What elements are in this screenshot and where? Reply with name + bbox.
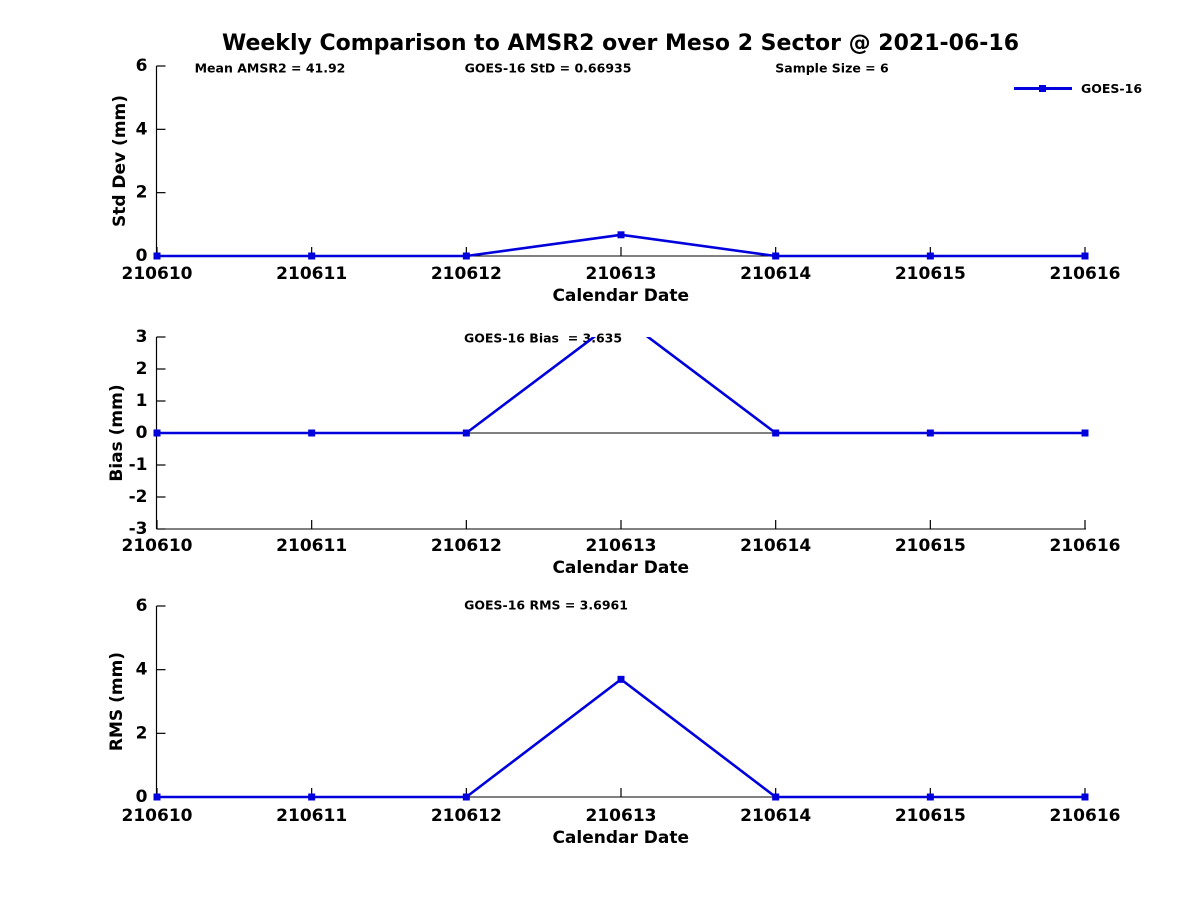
data-point-marker <box>772 793 780 801</box>
data-point-marker <box>462 429 470 437</box>
data-point-marker <box>1081 252 1089 260</box>
x-axis-label: Calendar Date <box>552 286 689 306</box>
data-point-marker <box>462 252 470 260</box>
annotation-text: GOES-16 StD = 0.66935 <box>465 61 632 76</box>
x-axis-label: Calendar Date <box>552 558 689 578</box>
y-axis-label: Bias (mm) <box>107 384 127 481</box>
y-tick-label: 6 <box>136 56 148 76</box>
y-tick-label: 4 <box>136 660 148 680</box>
subplot-3: 210610 210611 210612 210613 210614 210615 2106… <box>107 596 1120 848</box>
x-tick-label: 210613 <box>586 806 657 826</box>
y-tick-label: -3 <box>129 519 148 539</box>
y-tick-label: 2 <box>136 359 148 379</box>
x-tick-label: 210610 <box>122 536 193 556</box>
data-point-marker <box>1081 429 1089 437</box>
data-point-marker <box>153 252 161 260</box>
data-point-marker <box>308 252 316 260</box>
x-tick-label: 210613 <box>586 536 657 556</box>
data-line <box>157 677 1085 799</box>
y-tick-label: 0 <box>136 787 148 807</box>
x-tick-label: 210615 <box>895 536 966 556</box>
y-tick-label: 1 <box>136 391 148 411</box>
annotation-text: GOES-16 RMS = 3.6961 <box>464 598 628 613</box>
x-tick-label: 210611 <box>276 536 347 556</box>
x-tick-label: 210616 <box>1050 806 1121 826</box>
data-point-marker <box>772 252 780 260</box>
subplot-1: 210610 210611 210612 210613 210614 210615 2106… <box>110 56 1120 306</box>
legend: GOES-16 <box>1014 81 1142 96</box>
y-axis-label: Std Dev (mm) <box>110 95 130 227</box>
data-point-marker <box>1081 793 1089 801</box>
x-axis-label: Calendar Date <box>552 828 689 848</box>
legend-series-label: GOES-16 <box>1081 81 1143 96</box>
x-tick-label: 210612 <box>431 536 502 556</box>
x-tick-label: 210612 <box>431 806 502 826</box>
y-tick-label: 0 <box>136 246 148 266</box>
data-point-marker <box>153 429 161 437</box>
data-point-marker <box>772 429 780 437</box>
y-tick-label: 6 <box>136 596 148 616</box>
x-tick-label: 210612 <box>431 264 502 284</box>
data-point-marker <box>617 675 625 683</box>
data-point-marker <box>926 793 934 801</box>
figure-title: Weekly Comparison to AMSR2 over Meso 2 S… <box>221 31 1020 56</box>
y-tick-label: 3 <box>136 327 148 347</box>
x-tick-label: 210615 <box>895 264 966 284</box>
y-axis-label: RMS (mm) <box>107 652 127 751</box>
data-point-marker <box>153 793 161 801</box>
data-point-marker <box>308 793 316 801</box>
annotation-text: Sample Size = 6 <box>775 61 889 76</box>
y-tick-label: 0 <box>136 423 148 443</box>
annotation-text: GOES-16 Bias = 3.635 <box>464 331 622 346</box>
x-tick-label: 210613 <box>586 264 657 284</box>
x-tick-label: 210616 <box>1050 264 1121 284</box>
y-tick-label: -1 <box>129 455 148 475</box>
data-point-marker <box>926 429 934 437</box>
x-tick-label: 210611 <box>276 264 347 284</box>
y-tick-label: 2 <box>136 183 148 203</box>
y-tick-label: 2 <box>136 723 148 743</box>
data-point-marker <box>462 793 470 801</box>
x-tick-label: 210610 <box>122 264 193 284</box>
x-tick-label: 210614 <box>740 806 811 826</box>
x-tick-label: 210614 <box>740 536 811 556</box>
data-point-marker <box>926 252 934 260</box>
data-point-marker <box>617 231 625 239</box>
subplot-2: 210610 210611 210612 210613 210614 210615 2106… <box>107 327 1121 578</box>
x-tick-label: 210614 <box>740 264 811 284</box>
x-tick-label: 210610 <box>122 806 193 826</box>
data-point-marker <box>308 429 316 437</box>
x-tick-label: 210616 <box>1050 536 1121 556</box>
y-tick-label: 4 <box>136 119 148 139</box>
legend-line-sample <box>1014 81 1072 96</box>
annotation-text: Mean AMSR2 = 41.92 <box>195 61 346 76</box>
x-tick-label: 210611 <box>276 806 347 826</box>
x-tick-label: 210615 <box>895 806 966 826</box>
y-tick-label: -2 <box>129 487 148 507</box>
legend-square-marker-icon <box>1039 85 1046 92</box>
